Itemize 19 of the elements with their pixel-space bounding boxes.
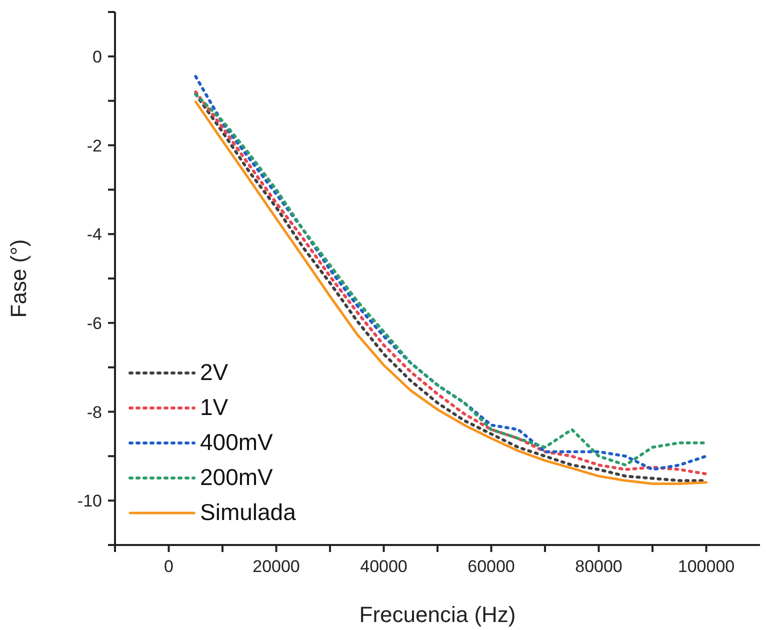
legend-label: 200mV: [200, 463, 273, 492]
y-tick-label: -8: [86, 402, 102, 422]
y-tick-label: -2: [86, 136, 102, 156]
x-tick-label: 100000: [678, 557, 735, 576]
y-tick-label: -4: [86, 225, 102, 244]
legend-label: 400mV: [200, 428, 273, 457]
x-tick-label: 40000: [360, 557, 408, 576]
legend-label: Simulada: [200, 498, 296, 527]
y-axis-title: Fase (°): [6, 239, 31, 318]
x-tick-label: 20000: [252, 557, 300, 576]
legend-label: 1V: [200, 393, 228, 422]
legend-label: 2V: [200, 358, 228, 387]
y-tick-label: -6: [86, 314, 102, 333]
y-tick-label: -10: [77, 492, 102, 511]
y-tick-label: 0: [92, 47, 102, 66]
x-tick-label: 80000: [575, 557, 622, 576]
x-axis-title: Frecuencia (Hz): [359, 602, 516, 627]
x-tick-label: 0: [164, 557, 174, 576]
x-tick-label: 60000: [468, 557, 515, 576]
